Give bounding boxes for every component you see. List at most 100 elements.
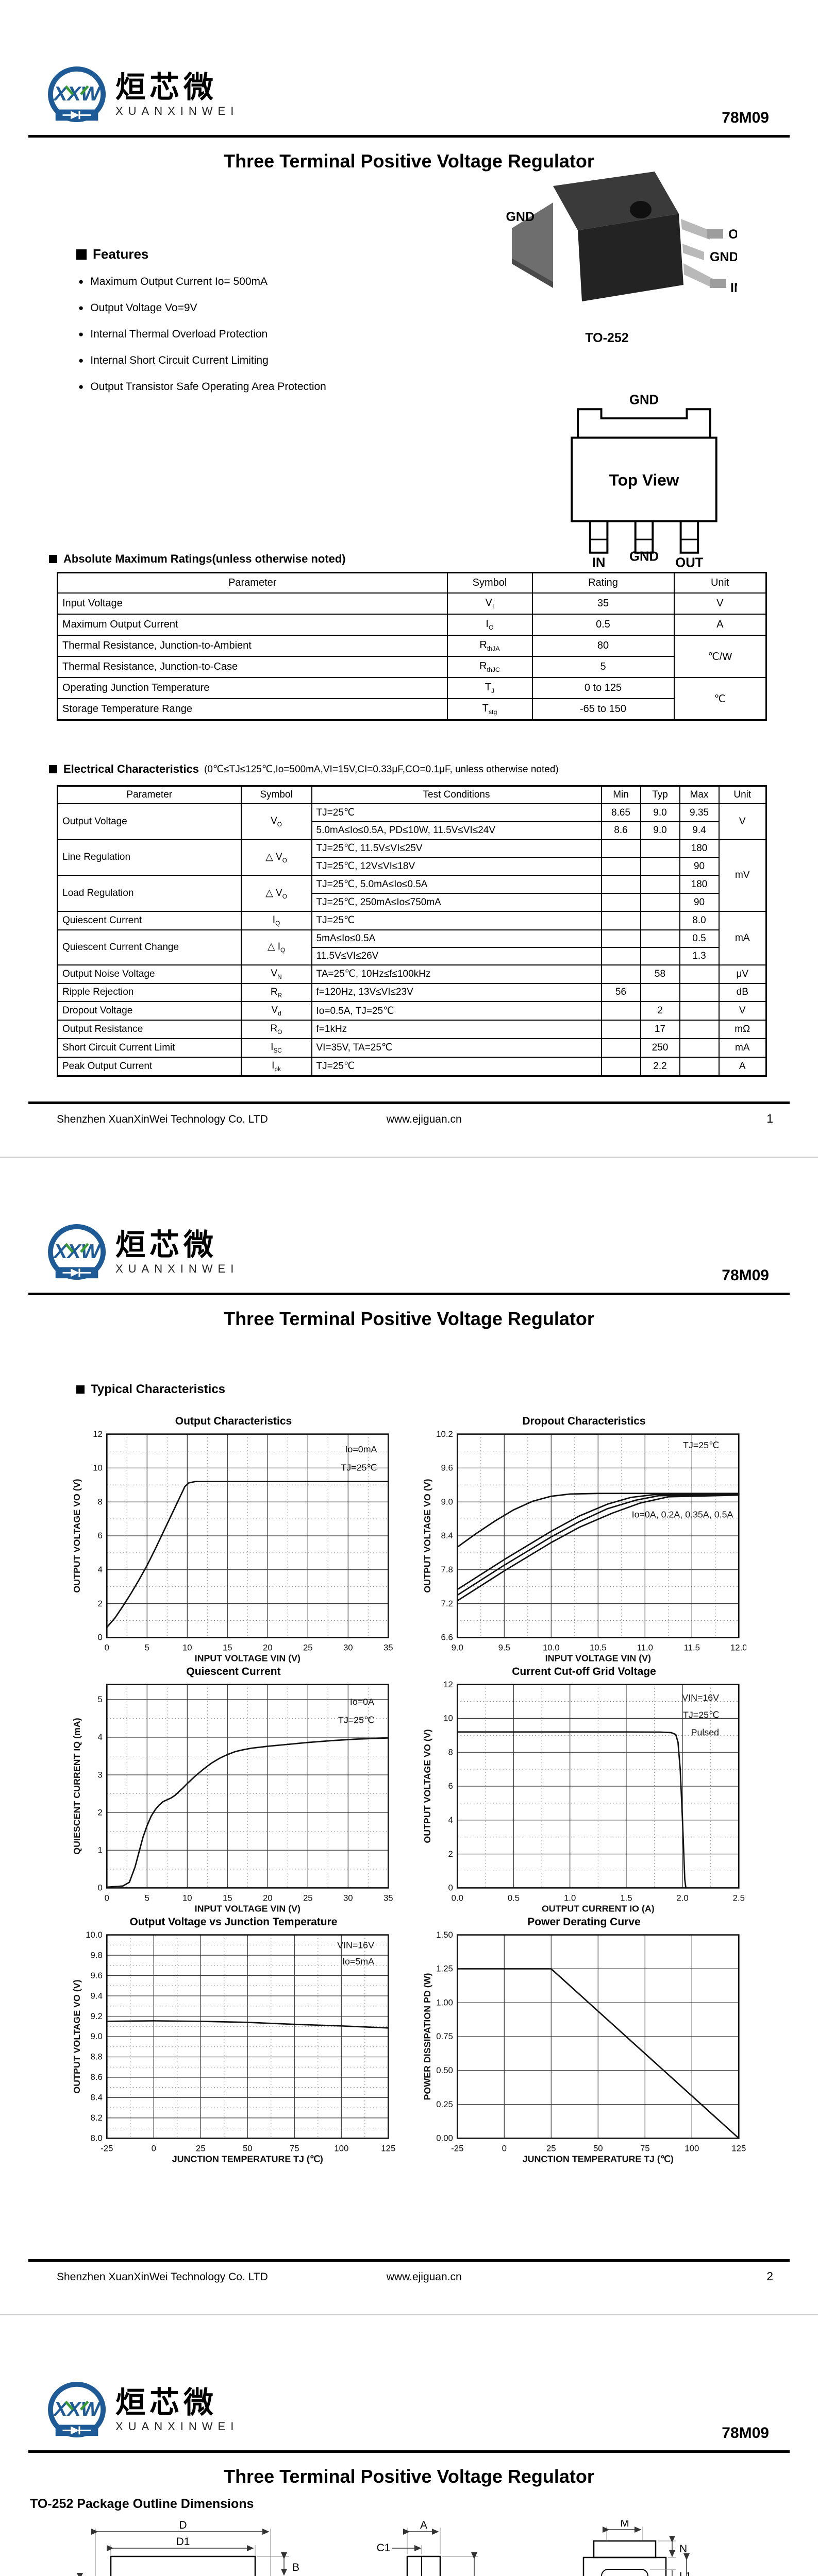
svg-text:Io=5mA: Io=5mA	[342, 1956, 374, 1967]
svg-text:0.25: 0.25	[436, 2099, 453, 2109]
dim-label-B: B	[292, 2562, 299, 2573]
chart-output-characteristics: Output Characteristics 0 5 10 15 20 25 30 35 0 2 4…	[71, 1415, 396, 1666]
max-cell	[679, 1001, 720, 1021]
svg-text:1.5: 1.5	[620, 1893, 632, 1903]
svg-text:0: 0	[98, 1633, 103, 1642]
table-row: Output Noise Voltage VN TA=25℃, 10Hz≤f≤1…	[57, 964, 767, 984]
svg-text:TJ=25℃: TJ=25℃	[683, 1710, 719, 1720]
datasheet-page-3: XXW 烜芯微 XUANXINWEI 78M09 Three Terminal …	[0, 2314, 818, 2576]
chart-plot: -25 0 25 50 75 100 125 8.0 8.2 8.4 8.6 8.8 9.0 9.2 9.4…	[72, 1930, 396, 2164]
table-row: Quiescent Current Change △ IQ 5mA≤Io≤0.5…	[57, 929, 766, 965]
footer-company: Shenzhen XuanXinWei Technology Co. LTD	[57, 2271, 268, 2283]
symbol-cell: VO	[240, 803, 312, 840]
topview-pin-out: OUT	[675, 555, 703, 570]
unit-cell: μV	[718, 964, 767, 984]
svg-text:0: 0	[152, 2144, 156, 2154]
package-3d-drawing: GND OUT GND IN	[506, 172, 756, 301]
table-row: Maximum Output Current IO 0.5 A	[57, 614, 767, 636]
param-cell: Output Voltage	[57, 803, 242, 840]
param-cell: Maximum Output Current	[57, 614, 448, 636]
brand-name-english: XUANXINWEI	[115, 2420, 239, 2433]
typ-cell: 58	[640, 964, 680, 984]
logo-accent-icon	[64, 85, 89, 95]
param-cell: Quiescent Current Change	[57, 929, 242, 965]
tick-labels: 0 5 10 15 20 25 30 35 0 1 2 3 4 5	[98, 1694, 393, 1903]
svg-text:11.5: 11.5	[684, 1643, 700, 1653]
svg-text:TJ=25℃: TJ=25℃	[683, 1440, 719, 1450]
table-header-row: Parameter Symbol Test Conditions Min Typ…	[57, 785, 767, 804]
dim-label-L1: L1	[679, 2570, 691, 2576]
typ-cell	[640, 982, 680, 1003]
max-cell	[679, 964, 720, 984]
typ-cell	[640, 911, 680, 930]
chart-annotations: TJ=25℃ Io=0A, 0.2A, 0.35A, 0.5A	[632, 1440, 733, 1519]
svg-text:Io=0A, 0.2A, 0.35A, 0.5A: Io=0A, 0.2A, 0.35A, 0.5A	[632, 1509, 733, 1519]
svg-text:6.6: 6.6	[441, 1633, 453, 1642]
svg-text:XXW: XXW	[53, 2398, 101, 2420]
outline-side-view: A C1 c A1 L	[377, 2520, 478, 2576]
package-caption: TO-252	[585, 331, 629, 345]
min-cell	[600, 1056, 641, 1077]
svg-text:8.8: 8.8	[91, 2052, 103, 2062]
typ-cell	[640, 929, 680, 948]
svg-text:10.0: 10.0	[86, 1930, 103, 1940]
outline-front-view: D D1 B E Φ b e e1	[77, 2520, 299, 2576]
svg-text:15: 15	[223, 1643, 232, 1653]
col-header: Typ	[640, 785, 680, 804]
min-cell	[600, 1001, 641, 1021]
svg-text:8.2: 8.2	[91, 2113, 103, 2123]
typ-cell	[640, 857, 680, 876]
company-logo: XXW 烜芯微 XUANXINWEI	[47, 2380, 239, 2441]
svg-text:INPUT VOLTAGE VIN (V): INPUT VOLTAGE VIN (V)	[195, 1904, 301, 1914]
svg-text:9.6: 9.6	[91, 1971, 103, 1980]
series-curve	[456, 1494, 740, 1596]
svg-text:OUTPUT VOLTAGE VO (V): OUTPUT VOLTAGE VO (V)	[72, 1479, 82, 1592]
rating-cell: -65 to 150	[531, 698, 675, 721]
svg-text:XXW: XXW	[53, 1240, 101, 1263]
svg-text:0: 0	[105, 1893, 109, 1903]
part-number: 78M09	[722, 2425, 769, 2442]
footer-company: Shenzhen XuanXinWei Technology Co. LTD	[57, 1113, 268, 1125]
typ-cell: 250	[640, 1038, 680, 1058]
svg-text:9.2: 9.2	[91, 2011, 103, 2021]
max-cell: 90	[679, 857, 720, 876]
min-cell	[600, 1038, 641, 1058]
features-heading: Features	[76, 246, 468, 262]
axis-labels: OUTPUT CURRENT IO (A) OUTPUT VOLTAGE VO (…	[422, 1729, 655, 1913]
chart-current-cutoff-grid-voltage: Current Cut-off Grid Voltage 0.0 0.5 1.0 1.…	[422, 1666, 746, 1916]
max-cell: 180	[679, 875, 720, 894]
footer-rule	[28, 2259, 790, 2262]
table-row: Output Resistance RO f=1kHz 17 mΩ	[57, 1020, 767, 1039]
chart-title: Dropout Characteristics	[522, 1415, 646, 1427]
svg-text:1.00: 1.00	[436, 1997, 453, 2007]
chart-output-voltage-vs-junction-temperature: Output Voltage vs Junction Temperature -…	[71, 1916, 396, 2166]
top-view-figure: GND Top View IN GND OUT	[542, 393, 746, 573]
svg-text:8: 8	[448, 1747, 453, 1757]
svg-text:9.8: 9.8	[91, 1950, 103, 1960]
svg-text:10.5: 10.5	[590, 1643, 607, 1653]
cond-cell: f=120Hz, 13V≤VI≤23V	[311, 982, 602, 1003]
svg-text:JUNCTION TEMPERATURE TJ (℃: JUNCTION TEMPERATURE TJ (℃)	[172, 2154, 323, 2164]
svg-text:0.50: 0.50	[436, 2065, 453, 2075]
table-row: Line Regulation △ VO TJ=25℃, 11.5V≤VI≤25…	[57, 839, 767, 912]
min-cell	[600, 857, 641, 876]
svg-text:OUTPUT VOLTAGE VO (V): OUTPUT VOLTAGE VO (V)	[422, 1729, 432, 1843]
axis-labels: INPUT VOLTAGE VIN (V) QUIESCENT CURRENT I…	[72, 1718, 301, 1913]
min-cell	[600, 1020, 641, 1039]
table-row: 11.5V≤VI≤26V 1.3	[58, 946, 766, 965]
series	[106, 2020, 389, 2029]
typ-cell: 9.0	[640, 821, 680, 840]
col-header: Parameter	[57, 785, 242, 804]
header-rule	[28, 1293, 790, 1295]
page-number: 2	[766, 2269, 773, 2283]
svg-text:0: 0	[98, 1883, 103, 1893]
col-header: Symbol	[240, 785, 312, 804]
page-footer: Shenzhen XuanXinWei Technology Co. LTD w…	[57, 2269, 773, 2283]
page-number: 1	[766, 1112, 773, 1125]
svg-text:1.0: 1.0	[564, 1893, 576, 1903]
symbol-cell: Tstg	[446, 698, 533, 721]
grid	[106, 1684, 389, 1889]
svg-text:0: 0	[448, 1883, 453, 1893]
series-curve	[106, 1481, 389, 1629]
logo-mark-icon: XXW	[47, 2381, 106, 2438]
